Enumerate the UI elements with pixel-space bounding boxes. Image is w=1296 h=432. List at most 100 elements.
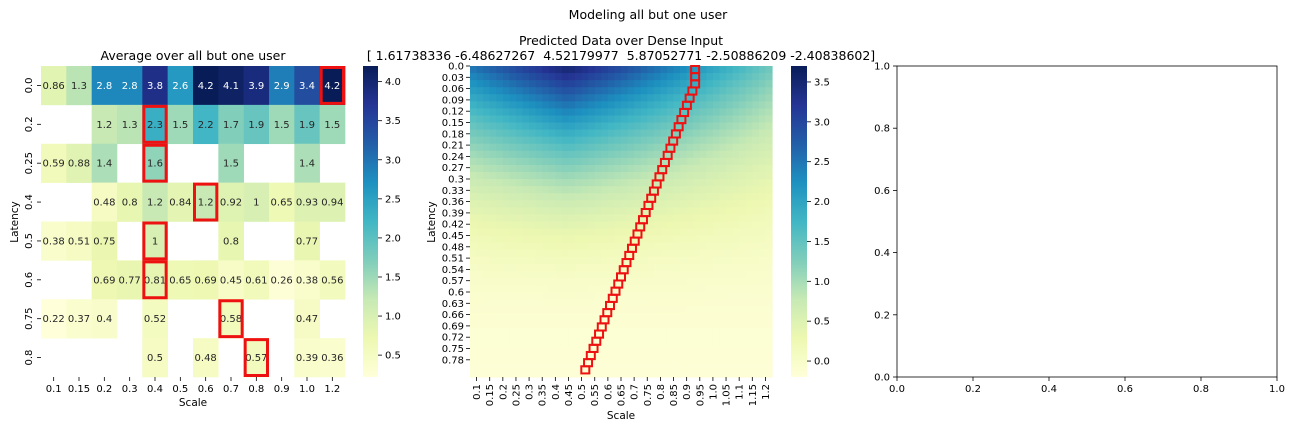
- heatmap-cell: [594, 306, 602, 314]
- heatmap-predicted-xticks: 0.1 0.15 0.2 0.25 0.3 0.35 0.4 0.45 0.5 0.55 0.6 0.…: [472, 377, 772, 406]
- heatmap-cell: [117, 66, 143, 106]
- heatmap-cell: [680, 292, 688, 300]
- heatmap-cell: [522, 157, 530, 166]
- heatmap-cell: [614, 150, 622, 159]
- heatmap-cell: [640, 150, 648, 159]
- heatmap-cell: [515, 200, 524, 208]
- cell-value-label: 2.3: [147, 120, 163, 131]
- heatmap-cell: [634, 334, 642, 343]
- heatmap-cell: [483, 157, 491, 166]
- heatmap-cell: [476, 172, 484, 180]
- heatmap-cell: [489, 108, 497, 117]
- heatmap-cell: [640, 101, 648, 110]
- heatmap-cell: [555, 66, 563, 74]
- heatmap-average-xlabel: Scale: [179, 397, 207, 409]
- heatmap-cell: [660, 242, 668, 251]
- heatmap-cell: [496, 193, 504, 201]
- heatmap-cell: [706, 101, 714, 110]
- heatmap-cell: [732, 299, 740, 307]
- heatmap-cell: [489, 150, 497, 159]
- heatmap-cell: [693, 108, 701, 117]
- heatmap-cell: [739, 214, 747, 223]
- y-tick-label: 0.03: [442, 73, 464, 84]
- heatmap-cell: [686, 299, 694, 307]
- heatmap-cell: [673, 157, 681, 166]
- heatmap-cell: [706, 292, 714, 300]
- heatmap-cell: [726, 186, 734, 194]
- heatmap-cell: [607, 320, 616, 329]
- heatmap-cell: [640, 285, 648, 293]
- heatmap-cell: [41, 143, 67, 183]
- heatmap-cell: [496, 101, 504, 110]
- heatmap-cell: [614, 306, 622, 314]
- heatmap-cell: [666, 369, 675, 378]
- heatmap-cell: [732, 285, 740, 293]
- heatmap-cell: [745, 94, 753, 102]
- heatmap-cell: [588, 214, 596, 223]
- heatmap-cell: [575, 164, 583, 173]
- heatmap-cell: [686, 115, 694, 124]
- heatmap-cell: [483, 136, 491, 145]
- heatmap-cell: [561, 157, 570, 166]
- heatmap-cell: [614, 355, 622, 364]
- heatmap-cell: [739, 179, 747, 187]
- heatmap-cell: [476, 355, 484, 364]
- heatmap-cell: [496, 285, 504, 293]
- y-tick-label: 0.63: [442, 299, 464, 310]
- heatmap-cell: [607, 164, 616, 173]
- heatmap-cell: [529, 129, 537, 138]
- heatmap-cell: [680, 341, 688, 350]
- heatmap-cell: [607, 228, 616, 237]
- heatmap-cell: [732, 108, 740, 117]
- heatmap-cell: [673, 66, 681, 74]
- empty-axes-frame: [896, 65, 1278, 378]
- heatmap-cell: [535, 228, 543, 237]
- heatmap-cell: [561, 355, 570, 364]
- heatmap-cell: [699, 66, 707, 74]
- heatmap-cell: [758, 122, 767, 131]
- heatmap-cell: [673, 334, 681, 343]
- heatmap-cell: [594, 66, 602, 74]
- heatmap-cell: [470, 214, 478, 223]
- heatmap-cell: [634, 369, 642, 378]
- heatmap-cell: [515, 242, 524, 251]
- heatmap-cell: [509, 228, 517, 237]
- heatmap-cell: [509, 214, 517, 223]
- heatmap-cell: [699, 143, 707, 152]
- heatmap-cell: [581, 214, 589, 223]
- heatmap-cell: [496, 179, 504, 187]
- heatmap-cell: [509, 101, 517, 110]
- heatmap-cell: [706, 66, 714, 74]
- heatmap-cell: [621, 164, 629, 173]
- heatmap-cell: [726, 249, 734, 258]
- heatmap-cell: [765, 87, 773, 95]
- heatmap-cell: [496, 348, 504, 357]
- heatmap-cell: [568, 214, 576, 223]
- heatmap-cell: [496, 362, 504, 371]
- heatmap-cell: [732, 270, 740, 279]
- heatmap-cell: [561, 263, 570, 272]
- heatmap-cell: [621, 129, 629, 138]
- heatmap-cell: [575, 299, 583, 307]
- heatmap-cell: [621, 66, 629, 74]
- heatmap-cell: [693, 143, 701, 152]
- heatmap-cell: [588, 242, 596, 251]
- cell-value-label: 0.77: [296, 236, 318, 247]
- heatmap-cell: [489, 263, 497, 272]
- heatmap-cell: [588, 285, 596, 293]
- heatmap-cell: [568, 362, 576, 371]
- heatmap-cell: [522, 341, 530, 350]
- heatmap-cell: [581, 186, 589, 194]
- heatmap-cell: [529, 235, 537, 244]
- heatmap-average-yticks: 0.00.20.250.40.50.60.750.8: [24, 77, 41, 366]
- heatmap-cell: [680, 355, 688, 364]
- heatmap-cell: [555, 115, 563, 124]
- heatmap-cell: [502, 115, 510, 124]
- heatmap-cell: [548, 186, 556, 194]
- heatmap-cell: [555, 256, 563, 265]
- heatmap-cell: [522, 179, 530, 187]
- heatmap-cell: [476, 263, 484, 272]
- heatmap-cell: [647, 179, 655, 187]
- heatmap-cell: [673, 150, 681, 159]
- heatmap-cell: [502, 87, 510, 95]
